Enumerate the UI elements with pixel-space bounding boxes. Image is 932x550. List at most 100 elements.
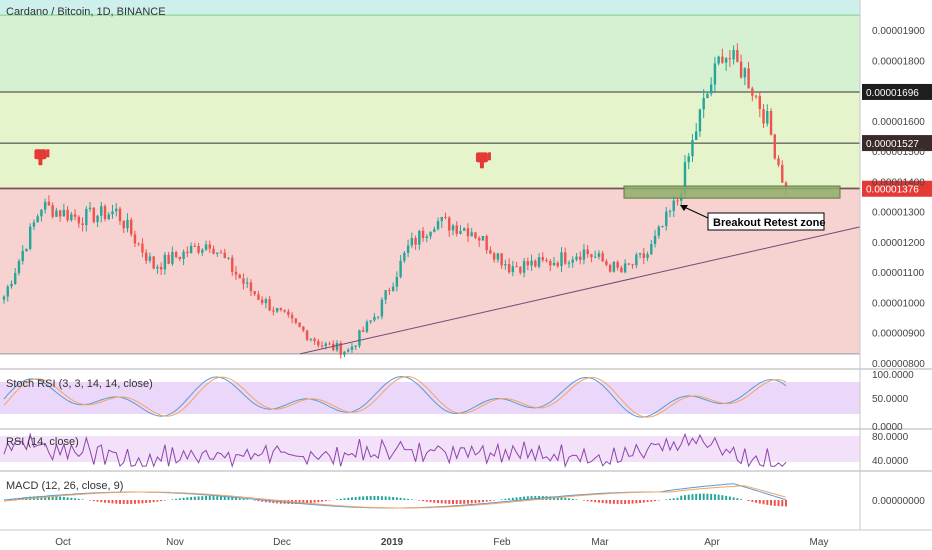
candle-body xyxy=(410,238,414,246)
candle-body xyxy=(485,236,488,251)
candle-body xyxy=(781,164,784,183)
macd-histogram-bar xyxy=(560,497,563,500)
macd-histogram-bar xyxy=(208,496,211,500)
candle-body xyxy=(66,209,69,221)
macd-histogram-bar xyxy=(725,495,728,500)
candle-body xyxy=(73,214,77,217)
candle-body xyxy=(28,226,32,249)
candle-body xyxy=(103,206,107,220)
macd-histogram-bar xyxy=(713,494,716,500)
candle-body xyxy=(571,259,574,263)
macd-histogram-bar xyxy=(410,499,413,500)
macd-histogram-bar xyxy=(429,500,432,503)
macd-histogram-bar xyxy=(130,500,133,504)
macd-histogram-bar xyxy=(575,499,578,500)
macd-histogram-bar xyxy=(302,500,305,504)
price-tick: 0.00001900 xyxy=(872,26,925,37)
macd-histogram-bar xyxy=(481,500,484,503)
macd-histogram-bar xyxy=(212,496,215,500)
macd-histogram-bar xyxy=(635,500,638,504)
macd-histogram-bar xyxy=(51,496,54,500)
macd-histogram-bar xyxy=(107,500,110,504)
candle-body xyxy=(545,260,548,262)
macd-histogram-bar xyxy=(407,498,410,500)
macd-histogram-bar xyxy=(336,499,339,500)
candle-body xyxy=(642,253,646,258)
candle-body xyxy=(575,256,578,260)
macd-histogram-bar xyxy=(358,496,361,500)
candle-body xyxy=(579,256,582,260)
candle-body xyxy=(2,296,6,300)
macd-histogram-bar xyxy=(306,500,309,504)
candle-body xyxy=(724,58,728,63)
candle-body xyxy=(137,243,140,245)
candle-body xyxy=(612,261,616,272)
macd-histogram-bar xyxy=(702,493,705,500)
candle-body xyxy=(444,216,447,218)
candle-body xyxy=(564,252,567,264)
thumbs-down-icon-cuff xyxy=(46,149,50,158)
macd-histogram-bar xyxy=(470,500,473,504)
macd-histogram-bar xyxy=(601,500,604,504)
macd-histogram-bar xyxy=(89,500,92,501)
candle-body xyxy=(174,252,178,257)
candle-body xyxy=(253,291,256,295)
candle-body xyxy=(721,56,724,63)
macd-histogram-bar xyxy=(463,500,466,504)
macd-histogram-bar xyxy=(605,500,608,504)
candle-body xyxy=(504,264,507,266)
macd-histogram-bar xyxy=(350,497,353,500)
candle-body xyxy=(272,310,275,312)
candle-body xyxy=(339,343,342,355)
candle-body xyxy=(347,349,350,352)
macd-histogram-bar xyxy=(175,498,178,500)
support-trendline xyxy=(299,226,861,355)
level-label: 0.00001696 xyxy=(866,88,919,99)
candle-body xyxy=(421,230,425,239)
macd-histogram-bar xyxy=(582,500,585,501)
candle-body xyxy=(694,131,698,141)
level-label-bg xyxy=(862,180,932,197)
candle-body xyxy=(324,343,327,347)
candle-body xyxy=(260,299,264,304)
candle-body xyxy=(369,320,372,322)
candle-body xyxy=(620,267,623,273)
macd-histogram-bar xyxy=(732,497,735,500)
macd-histogram-bar xyxy=(515,497,518,500)
candle-body xyxy=(126,219,129,229)
candle-body xyxy=(350,346,354,350)
candle-body xyxy=(365,321,369,332)
macd-histogram-bar xyxy=(736,498,739,500)
macd-histogram-bar xyxy=(508,498,511,500)
price-tick: 0.00000800 xyxy=(872,359,925,370)
macd-histogram-bar xyxy=(500,499,503,500)
macd-histogram-bar xyxy=(425,500,428,502)
candle-body xyxy=(133,234,137,244)
candle-body xyxy=(631,264,634,266)
macd-histogram-bar xyxy=(242,498,245,500)
macd-histogram-bar xyxy=(597,500,600,503)
candle-body xyxy=(51,205,54,217)
candle-body xyxy=(552,262,556,266)
macd-histogram-bar xyxy=(698,493,701,500)
macd-histogram-bar xyxy=(534,496,537,500)
candle-body xyxy=(541,257,545,261)
macd-histogram-bar xyxy=(755,500,758,503)
macd-histogram-bar xyxy=(141,500,144,504)
candle-body xyxy=(122,221,125,229)
thumbs-down-icon-palm xyxy=(475,152,488,163)
macd-histogram-bar xyxy=(530,496,533,500)
stoch-tick: 50.0000 xyxy=(872,394,909,405)
candle-body xyxy=(354,345,357,347)
macd-histogram-bar xyxy=(261,500,264,502)
candle-body xyxy=(537,257,541,267)
candle-body xyxy=(81,223,84,226)
candle-body xyxy=(769,110,773,135)
macd-histogram-bar xyxy=(504,498,507,500)
macd-histogram-bar xyxy=(148,500,151,503)
macd-histogram-bar xyxy=(511,497,514,500)
macd-histogram-bar xyxy=(137,500,140,504)
candle-body xyxy=(70,214,73,221)
macd-histogram-bar xyxy=(362,496,365,500)
